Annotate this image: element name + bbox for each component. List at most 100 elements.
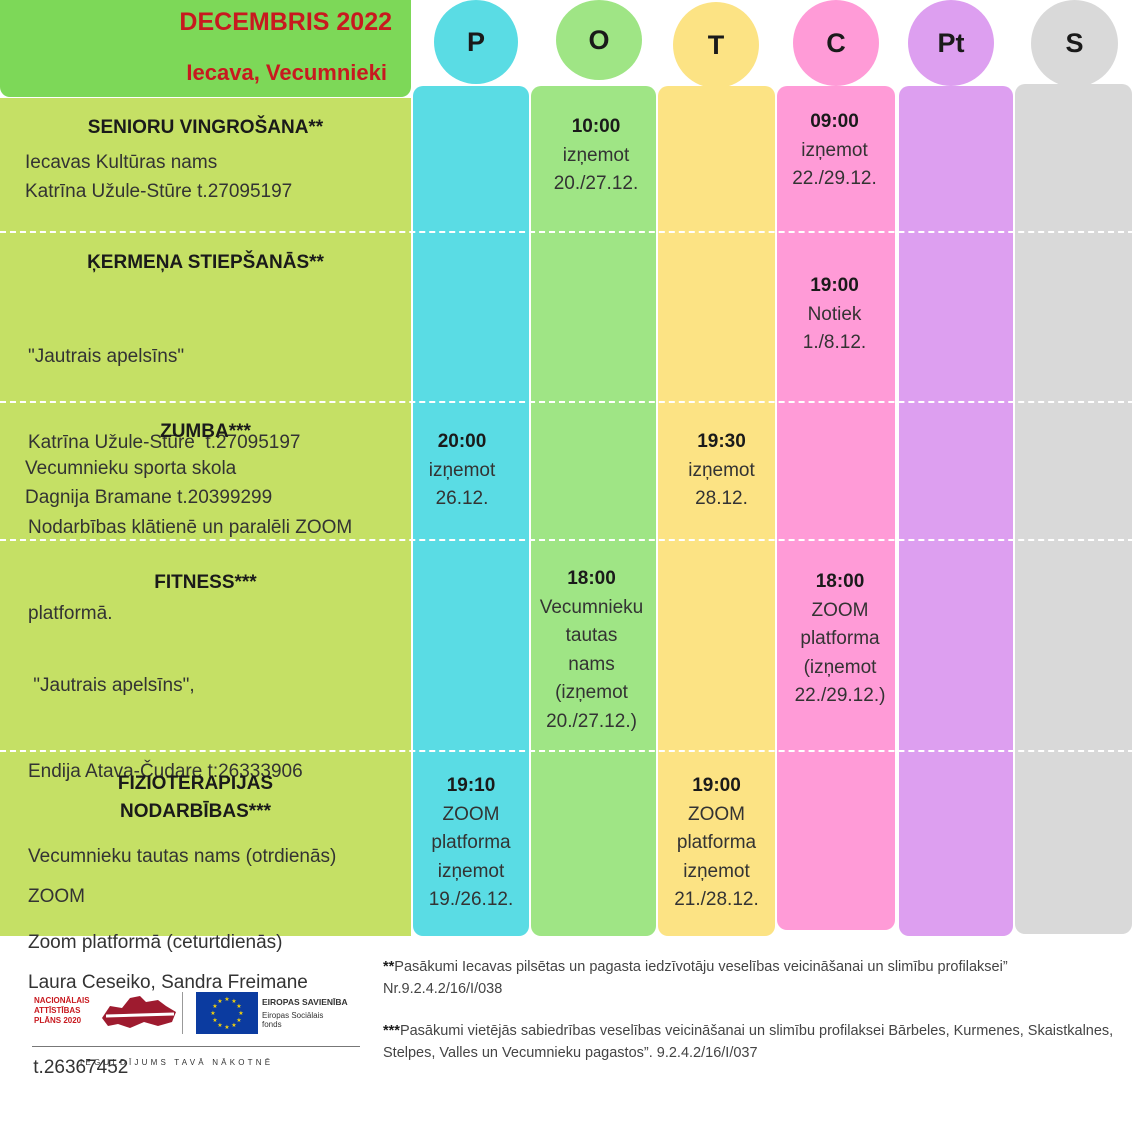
session-note: ZOOM: [442, 803, 500, 825]
funding-logos: NACIONĀLAIS ATTĪSTĪBAS PLĀNS 2020 ★ ★ ★ ★ ★…: [32, 990, 362, 1070]
session-time: 20:00: [437, 431, 487, 452]
session-note: platforma: [800, 628, 880, 649]
session-note: 28.12.: [695, 488, 748, 509]
session-time: 09:00: [810, 111, 859, 132]
session-note: izņemot: [801, 139, 868, 161]
session-note: 1./8.12.: [802, 332, 867, 353]
svg-text:★: ★: [224, 1024, 229, 1031]
svg-text:★: ★: [224, 996, 229, 1003]
cell-fitness-thursday: 18:00 ZOOM platforma (izņemot 22./29.12.…: [777, 568, 903, 711]
month-title: DECEMBRIS 2022: [179, 8, 392, 36]
svg-text:★: ★: [236, 1017, 241, 1024]
info-line: Katrīna Užule-Stūre t.27095197: [28, 431, 301, 453]
info-line: Laura Ceseiko, Sandra Freimane: [28, 971, 308, 993]
activity-info: "Jautrais apelsīns", Endija Atava-Čudare…: [28, 615, 411, 1014]
info-line: "Jautrais apelsīns",: [28, 675, 195, 696]
activity-fitness: FITNESS*** "Jautrais apelsīns", Endija A…: [0, 572, 411, 1014]
session-note: platforma: [676, 832, 757, 853]
session-note: platforma: [431, 832, 511, 853]
activity-title: FIZIOTERAPIJAS NODARBĪBAS***: [0, 770, 411, 826]
activity-title: SENIORU VINGROŠANA**: [87, 117, 324, 138]
day-circle-s: S: [1031, 0, 1118, 87]
session-time: 18:00: [815, 571, 865, 592]
cell-fizio-monday: 19:10 ZOOM platforma izņemot 19./26.12.: [413, 772, 529, 915]
info-line: Vecumnieku tautas nams (otrdienās): [28, 846, 337, 867]
activity-info: Iecavas Kultūras nams Katrīna Užule-Stūr…: [25, 149, 411, 206]
header-banner: DECEMBRIS 2022 Iecava, Vecumnieki: [0, 0, 411, 97]
activity-title: ZUMBA***: [160, 421, 251, 442]
session-note: 19./26.12.: [428, 889, 514, 910]
footnote-mark: ***: [383, 1023, 400, 1039]
row-divider: [0, 539, 1134, 541]
cell-kermena-thursday: 19:00 Notiek 1./8.12.: [777, 272, 892, 358]
svg-text:★: ★: [238, 1010, 243, 1017]
session-note: 20./27.12.): [546, 710, 637, 732]
eu-flag-icon: ★ ★★ ★★★ ★★★ ★★★: [196, 992, 258, 1034]
column-wednesday: [658, 86, 775, 936]
info-line: ZOOM: [28, 886, 85, 907]
day-circle-t: T: [673, 2, 759, 88]
info-line: "Jautrais apelsīns": [28, 346, 185, 367]
day-circle-c: C: [793, 0, 879, 86]
logo-separator: [182, 992, 183, 1034]
eu-fund-line: Eiropas Sociālais: [262, 1011, 324, 1020]
svg-text:★: ★: [236, 1003, 241, 1010]
activity-senioru-vingrosana: SENIORU VINGROŠANA** Iecavas Kultūras na…: [0, 117, 411, 206]
session-note: ZOOM: [688, 803, 745, 825]
column-thursday: [777, 86, 895, 930]
session-note: izņemot: [562, 144, 630, 166]
session-note: nams: [568, 653, 615, 675]
info-line: Katrīna Užule-Stūre t.27095197: [25, 180, 293, 202]
svg-text:★: ★: [210, 1010, 215, 1017]
activity-info: Vecumnieku sporta skola Dagnija Bramane …: [25, 455, 411, 512]
session-time: 19:00: [810, 275, 859, 296]
footnote-2: ***Pasākumi vietējās sabiedrības veselīb…: [383, 1020, 1128, 1064]
session-note: Notiek: [807, 303, 862, 325]
column-saturday: [1015, 84, 1132, 934]
day-label: T: [707, 29, 725, 60]
title-line: NODARBĪBAS***: [120, 801, 271, 822]
title-line: FIZIOTERAPIJAS: [117, 773, 274, 794]
eu-title: EIROPAS SAVIENĪBA: [262, 997, 348, 1007]
footnote-1: **Pasākumi Iecavas pilsētas un pagasta i…: [383, 956, 1128, 1000]
info-line: Zoom platformā (ceturtdienās): [28, 931, 283, 953]
activity-info: ZOOM Laura Ceseiko, Sandra Freimane t.26…: [28, 826, 411, 1140]
session-time: 18:00: [567, 568, 616, 589]
session-note: 22./29.12.): [794, 685, 886, 706]
session-time: 19:30: [697, 431, 746, 452]
activity-title: ĶERMEŅA STIEPŠANĀS**: [87, 252, 324, 273]
info-line: t.26367452: [28, 1057, 129, 1078]
footnote-text: Pasākumi vietējās sabiedrības veselības …: [383, 1023, 1114, 1061]
place-title: Iecava, Vecumnieki: [186, 60, 387, 85]
svg-text:★: ★: [212, 1003, 217, 1010]
footnote-text: Pasākumi Iecavas pilsētas un pagasta ied…: [383, 959, 1008, 997]
session-note: 21./28.12.: [674, 889, 759, 910]
day-circle-o: O: [556, 0, 642, 80]
activity-title: FITNESS***: [154, 572, 257, 593]
svg-text:★: ★: [231, 1022, 236, 1029]
footnote-mark: **: [383, 959, 395, 975]
eu-fund-line: fonds: [262, 1020, 282, 1029]
day-circle-p: P: [434, 0, 518, 84]
row-divider: [0, 401, 1134, 403]
nap-line: ATTĪSTĪBAS: [34, 1006, 81, 1015]
latvia-map-icon: [102, 996, 176, 1028]
nap-line: NACIONĀLAIS: [34, 996, 90, 1005]
day-label: O: [588, 24, 610, 55]
svg-text:★: ★: [217, 1022, 222, 1029]
nap-logo-text: NACIONĀLAIS ATTĪSTĪBAS PLĀNS 2020: [34, 996, 90, 1026]
info-line: Endija Atava-Čudare t:26333906: [28, 760, 303, 782]
session-time: 10:00: [571, 116, 621, 137]
cell-zumba-wednesday: 19:30 izņemot 28.12.: [663, 428, 780, 514]
session-note: 22./29.12.: [792, 168, 877, 189]
day-label: S: [1065, 28, 1084, 58]
column-friday: [899, 86, 1013, 936]
activities-panel: [0, 98, 411, 936]
session-time: 19:10: [446, 775, 496, 796]
eu-fund-text: EIROPAS SAVIENĪBA Eiropas Sociālais fond…: [262, 997, 348, 1030]
session-note: Vecumnieku: [539, 596, 644, 618]
activity-fizioterapija: FIZIOTERAPIJAS NODARBĪBAS*** ZOOM Laura …: [0, 770, 411, 1140]
info-line: platformā.: [28, 602, 113, 624]
activity-kermena-stiepsanas: ĶERMEŅA STIEPŠANĀS** "Jautrais apelsīns"…: [0, 252, 411, 685]
info-line: Dagnija Bramane t.20399299: [25, 486, 273, 508]
